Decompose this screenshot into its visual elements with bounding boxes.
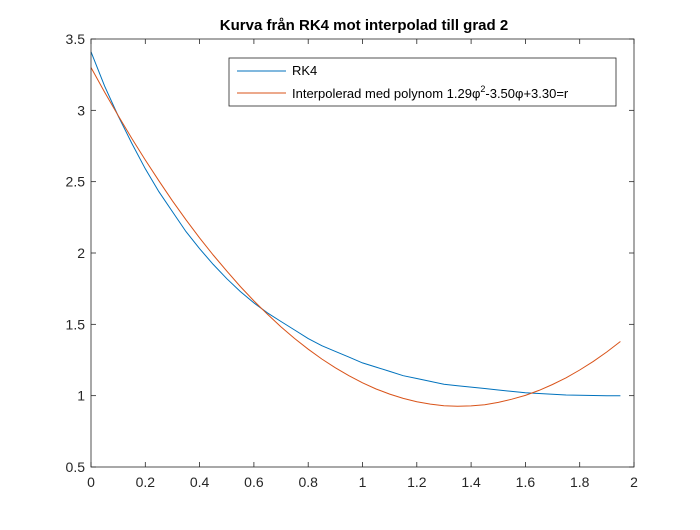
x-tick-label: 0.2	[136, 474, 156, 490]
x-tick-label: 1.2	[407, 474, 427, 490]
x-tick-label: 0.8	[298, 474, 318, 490]
axes: 0 0.2 0.4 0.6 0.8 1 1.2 1.4 1.6 1.8 2 0.5 1 1.5 2 2.5 3 3…	[66, 31, 639, 490]
x-tick-label: 1	[359, 474, 367, 490]
x-tick-label: 1.4	[461, 474, 481, 490]
x-tick-label: 0.6	[244, 474, 264, 490]
y-tick-label: 1.5	[66, 316, 86, 332]
legend-label-interpolation: Interpolerad med polynom 1.29φ2-3.50φ+3.…	[292, 84, 569, 101]
y-tick-label: 2.5	[66, 174, 86, 190]
y-tick-label: 3	[77, 102, 85, 118]
legend-interp-suffix: -3.50φ+3.30=r	[485, 86, 569, 101]
plot-area	[91, 39, 634, 467]
y-tick-label: 1	[77, 388, 85, 404]
x-tick-label: 0	[87, 474, 95, 490]
legend-interp-exponent: 2	[480, 84, 485, 94]
legend-label-rk4: RK4	[292, 63, 317, 78]
series-lines	[90, 51, 621, 407]
x-tick-label: 0.4	[190, 474, 210, 490]
y-tick-label: 0.5	[66, 459, 86, 475]
legend-box	[228, 57, 617, 107]
y-tick-label: 3.5	[66, 31, 86, 47]
y-tick-label: 2	[77, 245, 85, 261]
legend: RK4 Interpolerad med polynom 1.29φ2-3.50…	[228, 57, 617, 107]
x-tick-label: 2	[630, 474, 638, 490]
x-tick-label: 1.6	[516, 474, 536, 490]
series-line-interpolation	[90, 67, 621, 407]
legend-interp-prefix: Interpolerad med polynom 1.29φ	[292, 86, 480, 101]
x-tick-label: 1.8	[570, 474, 590, 490]
chart-title: Kurva från RK4 mot interpolad till grad …	[220, 17, 508, 34]
